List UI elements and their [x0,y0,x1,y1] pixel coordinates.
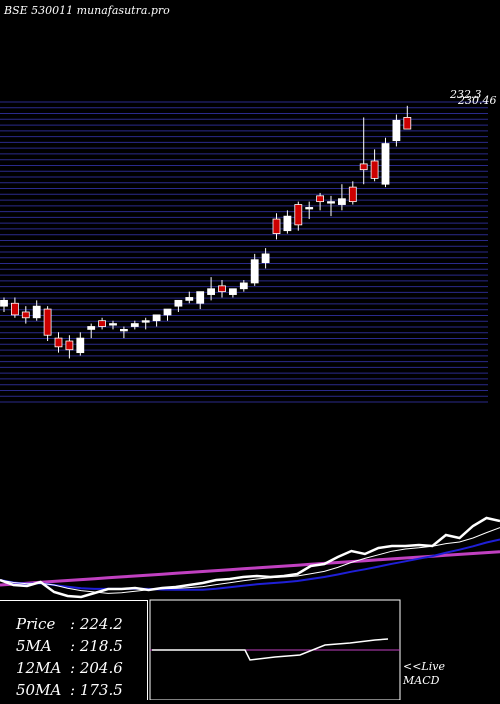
candle-body [283,215,292,232]
candle-body [43,308,52,336]
ma50-value: : 173.5 [70,681,123,699]
candle-body [185,297,194,301]
candle-body [32,305,41,319]
macd-label: MACD [403,674,440,687]
candle-body [10,302,19,316]
candle-body [141,320,150,323]
ma50-line [0,550,500,587]
candle-body [207,288,216,295]
candle-body [0,299,8,307]
candle-body [120,329,128,332]
ma5-row: 5MA : 218.5 [16,637,123,655]
ma5-label: 5MA [16,637,52,655]
candle-body [109,323,117,326]
macd-live-label: <<Live [403,660,445,673]
candle-body [359,163,368,171]
candle-body [98,320,106,327]
price-axis-label: 232.3 [449,88,482,101]
price-axis-label: 230.46 [457,94,497,107]
candle-body [21,311,30,319]
candle-body [403,117,412,130]
candle-body [294,204,303,226]
ma12-label: 12MA [16,659,62,677]
candle-body [239,282,248,290]
candle-body [130,323,139,327]
candle-body [261,253,270,264]
candle-body [370,160,379,179]
candle-body [305,207,314,210]
info-panel: Price : 224.2 5MA : 218.5 12MA : 204.6 50MA… [0,600,148,700]
candle-body [228,288,237,295]
price-line [0,516,500,599]
candle-body [327,201,335,204]
candle-body [250,259,259,284]
ma50-label: 50MA [16,681,62,699]
candle-body [272,218,281,234]
ma12-row: 12MA : 204.6 [16,659,123,677]
candle-body [76,337,85,354]
candle-body [381,143,390,185]
candle-body [54,337,63,348]
ma5-value: : 218.5 [70,637,123,655]
ma12-value: : 204.6 [70,659,123,677]
candle-body [87,326,96,330]
candle-body [174,299,183,307]
candle-body [152,314,161,322]
ma50-row: 50MA : 173.5 [16,681,123,699]
candle-body [316,195,325,203]
candle-body [337,198,346,205]
price-label: Price [16,615,56,633]
candle-body [392,119,401,142]
ma5-line [0,527,500,594]
chart-title: BSE 530011 munafasutra.pro [4,4,170,17]
candle-body [218,285,226,293]
candle-body [65,340,74,351]
ma12-line [0,538,500,591]
candle-body [163,308,172,316]
price-row: Price : 224.2 [16,615,123,633]
candle-body [196,291,205,304]
candle-body [348,186,357,203]
price-value: : 224.2 [70,615,123,633]
macd-line [152,638,389,661]
